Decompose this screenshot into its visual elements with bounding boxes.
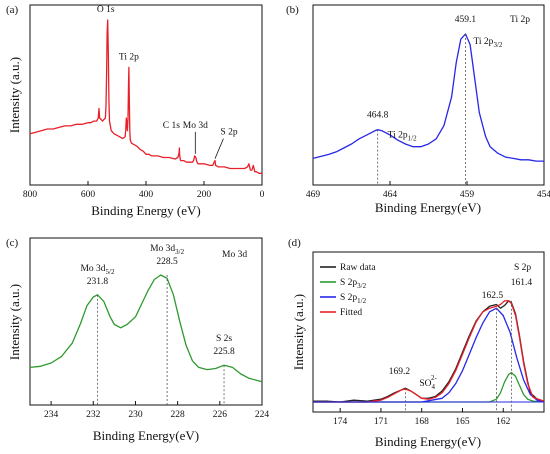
x-tick-label: 171 xyxy=(374,417,389,427)
series-line xyxy=(312,33,544,162)
plot-frame xyxy=(312,251,545,413)
peak-value: 169.2 xyxy=(389,367,411,377)
series-layer xyxy=(312,33,544,162)
x-ticks: 174 171 168 165 162 xyxy=(333,408,511,427)
legend-entry: S 2p3/2 xyxy=(340,278,367,290)
plot-frame xyxy=(312,4,545,186)
x-ticks: 234 232 230 228 226 224 xyxy=(44,401,269,420)
legend-entry: Raw data xyxy=(340,263,376,273)
x-tick-label: 0 xyxy=(260,190,265,200)
panel-b: (b) Ti 2p 469 464 459 454 464.8 Ti 2p1/2 459.… xyxy=(286,4,550,215)
y-axis-label: Intensity (a.u.) xyxy=(7,57,22,133)
x-tick-label: 459 xyxy=(460,190,475,200)
annotation-layer: O 1s Ti 2p C 1s Mo 3d S 2p xyxy=(97,5,238,159)
panel-a: (a) 800 600 400 200 0 O 1s Ti 2p C 1s Mo 3d S 2p… xyxy=(6,4,265,218)
x-axis-label: Binding Energy(eV) xyxy=(375,200,481,215)
peak-value: 161.4 xyxy=(511,278,533,288)
plot-frame xyxy=(29,237,263,406)
x-tick-label: 226 xyxy=(213,410,228,420)
peak-label: Ti 2p3/2 xyxy=(473,37,502,49)
annotation-layer: 169.2 SO42- 162.5 161.4 xyxy=(389,278,533,412)
y-axis-label: Intensity (a.u.) xyxy=(291,294,306,370)
panel-c: (c) Mo 3d 234 232 230 228 226 224 Mo 3d5/2231… xyxy=(6,237,269,443)
peak-label: Mo 3d5/2 xyxy=(80,264,115,276)
x-axis-label: Binding Energy(eV) xyxy=(93,428,199,443)
x-tick-label: 232 xyxy=(86,410,101,420)
series-layer xyxy=(29,19,262,174)
x-tick-label: 162 xyxy=(496,417,511,427)
y-axis-label: Intensity (a.u.) xyxy=(7,284,22,360)
panel-label: (d) xyxy=(288,237,301,249)
x-tick-label: 165 xyxy=(455,417,470,427)
legend-entry: S 2p1/2 xyxy=(340,293,367,305)
x-tick-label: 454 xyxy=(537,190,550,200)
series-line-fitted xyxy=(313,300,545,403)
series-line xyxy=(29,19,262,174)
series-layer xyxy=(313,300,545,403)
x-tick-label: 469 xyxy=(306,190,321,200)
x-tick-label: 234 xyxy=(44,410,59,420)
x-tick-label: 224 xyxy=(255,410,270,420)
series-line-s-2p3-2 xyxy=(313,371,545,403)
x-tick-label: 230 xyxy=(128,410,143,420)
series-line xyxy=(29,274,263,383)
x-axis-label: Binding Energy(eV) xyxy=(375,434,481,449)
x-ticks: 469 464 459 454 xyxy=(306,181,550,200)
peak-value: 459.1 xyxy=(455,15,477,25)
plot-frame xyxy=(29,4,263,186)
peak-value: 464.8 xyxy=(367,111,389,121)
x-axis-label: Binding Energy (eV) xyxy=(91,203,201,218)
x-tick-label: 168 xyxy=(415,417,430,427)
panel-d: (d) S 2p Raw data S 2p3/2 S 2p1/2 Fitted 17… xyxy=(288,237,545,449)
x-tick-label: 464 xyxy=(383,190,398,200)
peak-value: 228.5 xyxy=(156,257,178,267)
so4-label: SO42- xyxy=(419,374,437,391)
annotation-arrow xyxy=(214,138,224,159)
peak-label: Ti 2p1/2 xyxy=(388,131,417,143)
peak-value: 231.8 xyxy=(87,277,109,287)
series-layer xyxy=(29,274,263,383)
x-tick-label: 400 xyxy=(139,190,154,200)
x-tick-label: 174 xyxy=(333,417,348,427)
peak-value: 162.5 xyxy=(482,291,504,301)
peak-label: Ti 2p xyxy=(119,52,139,62)
legend-entry: Fitted xyxy=(340,308,362,318)
panel-title: Ti 2p xyxy=(510,15,530,25)
peak-label: S 2p xyxy=(220,128,237,138)
legend: Raw data S 2p3/2 S 2p1/2 Fitted xyxy=(320,263,376,318)
peak-label: C 1s xyxy=(163,121,180,131)
panel-label: (a) xyxy=(6,4,19,16)
x-tick-label: 800 xyxy=(23,190,38,200)
x-tick-label: 228 xyxy=(171,410,186,420)
peak-label: Mo 3d xyxy=(183,121,208,131)
panel-title: Mo 3d xyxy=(222,250,247,260)
peak-label: O 1s xyxy=(97,5,115,15)
x-tick-label: 600 xyxy=(81,190,96,200)
series-line-s-2p1-2 xyxy=(313,307,545,403)
annotation-layer: 464.8 Ti 2p1/2 459.1 Ti 2p3/2 xyxy=(367,15,503,185)
peak-value: 225.8 xyxy=(213,347,235,357)
panel-label: (b) xyxy=(286,4,299,16)
panel-label: (c) xyxy=(6,237,19,249)
panel-title: S 2p xyxy=(514,263,531,273)
x-tick-label: 200 xyxy=(197,190,212,200)
peak-label: Mo 3d3/2 xyxy=(150,244,185,256)
x-ticks: 800 600 400 200 0 xyxy=(23,181,265,200)
peak-label: S 2s xyxy=(216,334,232,344)
